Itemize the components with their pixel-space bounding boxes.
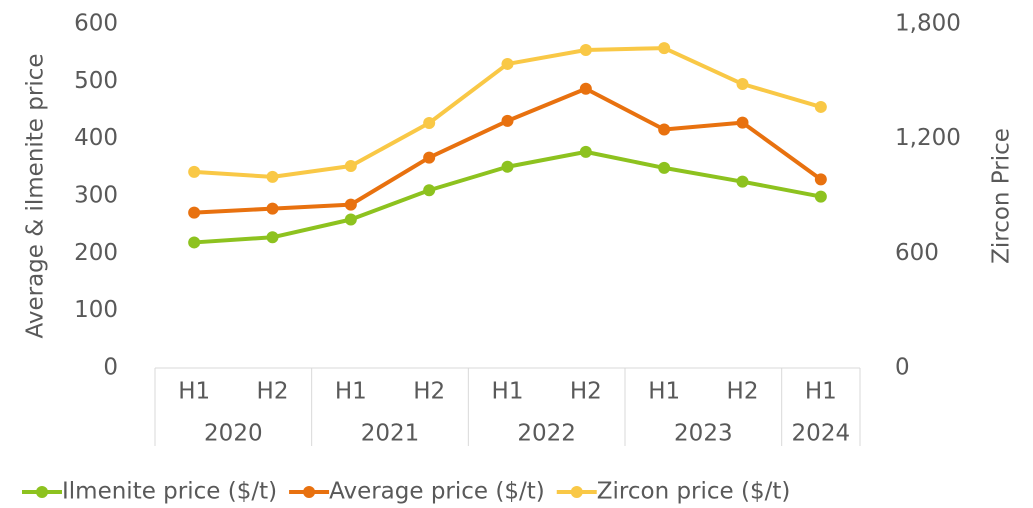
y2-tick-label: 0 <box>895 355 910 381</box>
data-point <box>814 190 827 203</box>
data-point <box>579 145 592 158</box>
legend-label: Average price ($/t) <box>329 479 545 505</box>
data-point <box>579 82 592 95</box>
legend-marker <box>36 486 48 498</box>
x-group-label: 2021 <box>361 421 420 447</box>
data-point <box>658 42 671 55</box>
y-tick-label: 0 <box>103 355 118 381</box>
data-point <box>188 236 201 249</box>
x-tick-label: H2 <box>413 379 445 405</box>
y2-axis-title: Zircon Price <box>989 128 1015 264</box>
x-tick-label: H1 <box>805 379 837 405</box>
y-tick-label: 400 <box>74 125 118 151</box>
legend-marker <box>570 486 583 498</box>
legend-label: Zircon price ($/t) <box>597 479 791 505</box>
data-point <box>266 231 279 244</box>
y2-tick-label: 600 <box>895 240 939 266</box>
legend-marker <box>303 486 316 498</box>
data-point <box>736 78 749 91</box>
data-point <box>266 202 279 215</box>
data-point <box>658 161 671 174</box>
x-tick-label: H2 <box>570 379 602 405</box>
data-point <box>266 170 279 183</box>
y-tick-label: 500 <box>74 68 118 94</box>
data-point <box>344 159 357 172</box>
x-tick-label: H2 <box>727 379 759 405</box>
data-point <box>423 116 436 129</box>
data-point <box>814 173 827 186</box>
x-group-label: 2024 <box>792 421 851 447</box>
data-point <box>736 116 749 129</box>
data-point <box>501 57 514 70</box>
data-point <box>658 123 671 136</box>
x-group-label: 2023 <box>674 421 733 447</box>
y-tick-label: 300 <box>74 183 118 209</box>
data-point <box>423 151 436 164</box>
x-group-label: 2020 <box>204 421 263 447</box>
x-tick-label: H1 <box>648 379 680 405</box>
data-point <box>423 184 436 197</box>
x-tick-label: H1 <box>492 379 524 405</box>
y-axis-title: Average & ilmenite price <box>23 53 49 338</box>
y-tick-label: 200 <box>74 240 118 266</box>
y2-tick-label: 1,200 <box>895 125 961 151</box>
data-point <box>579 43 592 56</box>
x-tick-label: H2 <box>257 379 289 405</box>
y-tick-label: 600 <box>74 11 118 37</box>
data-point <box>814 100 827 113</box>
y-tick-label: 100 <box>74 297 118 323</box>
data-point <box>344 213 357 226</box>
y2-tick-label: 1,800 <box>895 11 961 37</box>
x-group-label: 2022 <box>517 421 576 447</box>
x-tick-label: H1 <box>335 379 367 405</box>
data-point <box>501 114 514 127</box>
data-point <box>188 206 201 219</box>
data-point <box>736 175 749 188</box>
legend-label: Ilmenite price ($/t) <box>62 479 277 505</box>
series-line <box>194 86 823 215</box>
data-point <box>501 160 514 173</box>
data-point <box>344 198 357 211</box>
x-tick-label: H1 <box>178 379 210 405</box>
data-point <box>188 165 201 178</box>
